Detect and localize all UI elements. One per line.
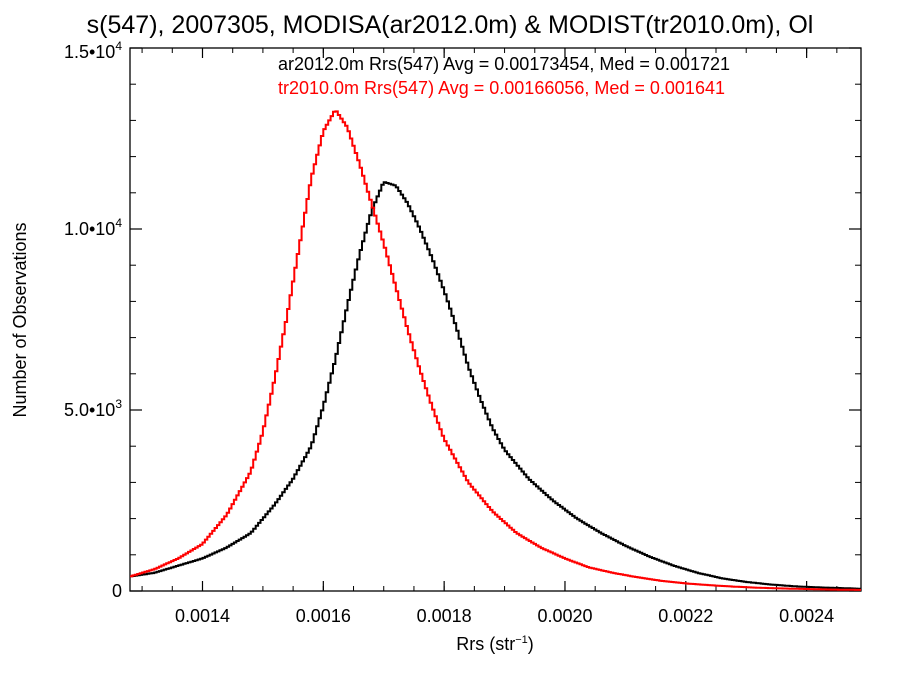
y-tick-label: 0 <box>112 581 122 601</box>
plot-area: 0.0014 0.0016 0.0018 0.0020 0.0022 0.0024 0 5.… <box>64 39 862 626</box>
plot-frame <box>129 47 862 592</box>
annotation-ar2012: ar2012.0m Rrs(547) Avg = 0.00173454, Med… <box>278 54 730 74</box>
x-axis-label: Rrs (str−1) <box>456 634 534 654</box>
x-axis-label-exponent: −1 <box>515 634 528 646</box>
x-tick-label: 0.0014 <box>175 606 230 626</box>
x-tick-label: 0.0018 <box>417 606 472 626</box>
series-line-0 <box>130 181 861 590</box>
y-axis-label: Number of Observations <box>10 222 30 417</box>
series-line-1 <box>130 110 861 591</box>
x-tick-label: 0.0024 <box>779 606 834 626</box>
y-tick-label-base: 5.0•10 <box>64 400 115 420</box>
y-tick-label: 5.0•103 <box>64 397 122 420</box>
y-tick-label-base: 1.0•10 <box>64 219 115 239</box>
x-tick-label: 0.0020 <box>537 606 592 626</box>
x-tick-label: 0.0022 <box>658 606 713 626</box>
x-axis: 0.0014 0.0016 0.0018 0.0020 0.0022 0.0024 <box>141 48 838 626</box>
x-axis-label-text: Rrs (str <box>456 634 515 654</box>
series-layer <box>130 110 861 591</box>
x-axis-label-suffix: ) <box>528 634 534 654</box>
y-tick-label: 1.5•104 <box>64 39 122 62</box>
y-tick-label-exponent: 4 <box>115 39 122 53</box>
y-tick-label-base: 0 <box>112 581 122 601</box>
y-tick-label-base: 1.5•10 <box>64 42 115 62</box>
chart-title: s(547), 2007305, MODISA(ar2012.0m) & MOD… <box>87 11 814 39</box>
annotation-tr2010: tr2010.0m Rrs(547) Avg = 0.00166056, Med… <box>278 78 725 98</box>
y-tick-label-exponent: 4 <box>115 216 122 230</box>
x-tick-label: 0.0016 <box>296 606 351 626</box>
y-tick-label: 1.0•104 <box>64 216 122 239</box>
y-tick-label-exponent: 3 <box>115 397 122 411</box>
